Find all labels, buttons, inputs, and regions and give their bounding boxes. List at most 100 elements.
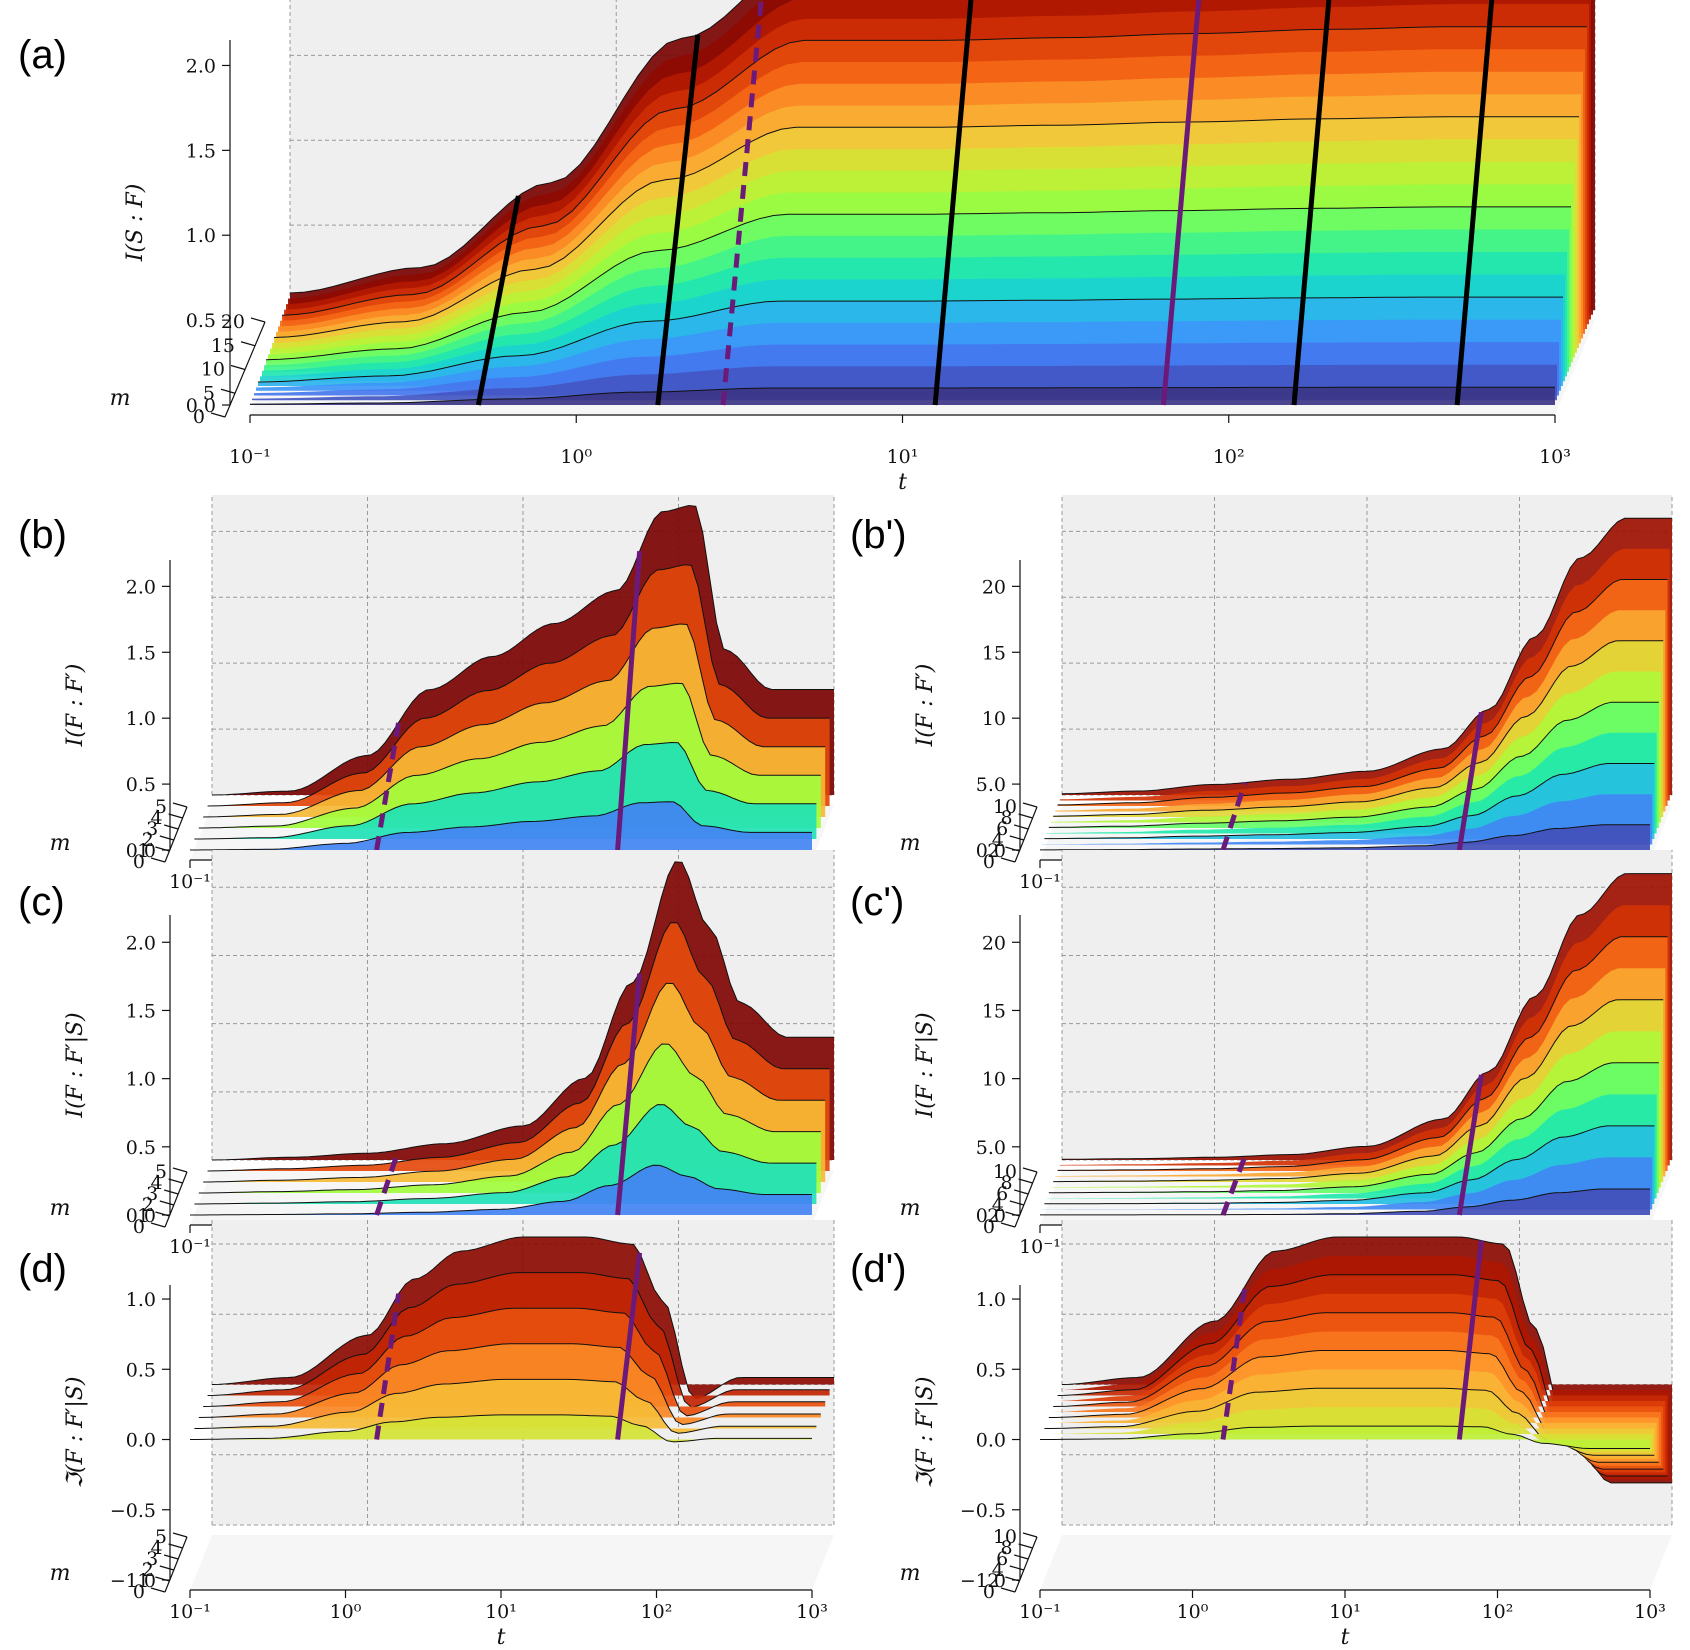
surface-contour-line — [1053, 640, 1664, 817]
surface-slice — [1040, 1426, 1650, 1449]
z-tick-label: 0.5 — [126, 1137, 156, 1159]
m-tick-mark — [172, 1167, 188, 1173]
m-tick-mark — [164, 1189, 179, 1195]
z-tick-label: 10 — [982, 708, 1006, 730]
m-tick-label: 0 — [193, 406, 205, 428]
surface-contour-line — [1044, 763, 1655, 840]
z-axis-label: I(F : F′) — [913, 664, 938, 748]
floor-pane — [190, 1535, 834, 1590]
m-tick-mark — [1009, 1565, 1024, 1571]
surface-slice — [190, 801, 812, 850]
surface-contour-line — [1048, 1062, 1659, 1194]
surface-contour-line — [203, 1307, 826, 1417]
m-axis-label: m — [900, 1561, 921, 1586]
x-tick-label: 10⁰ — [330, 1601, 362, 1623]
m-tick-label: 3 — [146, 1183, 158, 1205]
m-tick-label: 0 — [983, 1581, 995, 1603]
m-axis-label: m — [50, 1196, 71, 1221]
m-axis-label: m — [50, 831, 71, 856]
m-tick-label: 6 — [996, 1183, 1008, 1205]
marker-line-black — [1291, 0, 1332, 406]
m-tick-mark — [150, 1222, 166, 1228]
m-tick-mark — [1005, 1576, 1020, 1582]
z-tick-label: 2.0 — [126, 576, 156, 598]
panel-label: (c') — [850, 880, 904, 924]
surface-contour-line — [281, 26, 1587, 316]
m-tick-label: 0 — [983, 851, 995, 873]
m-tick-mark — [172, 1532, 188, 1538]
x-tick-label: 10² — [1213, 446, 1245, 468]
m-tick-mark — [1000, 1587, 1016, 1593]
m-axis-label: m — [900, 831, 921, 856]
m-tick-mark — [1014, 1189, 1029, 1195]
z-tick-label: 20 — [982, 932, 1006, 954]
m-tick-mark — [230, 364, 246, 371]
marker-line-purple-dashed — [1220, 1285, 1248, 1440]
m-tick-mark — [1022, 802, 1038, 808]
surface-contour-line — [207, 922, 830, 1172]
marker-line-purple — [615, 1252, 643, 1440]
m-tick-mark — [1009, 1200, 1024, 1206]
z-tick-label: 0.0 — [976, 840, 1006, 862]
m-tick-mark — [155, 1211, 170, 1217]
m-tick-label: 2 — [987, 1570, 999, 1592]
marker-line-purple-dashed — [1220, 1155, 1248, 1216]
m-tick-label: 10 — [993, 1526, 1017, 1548]
m-tick-label: 5 — [155, 1161, 167, 1183]
m-tick-label: 1 — [137, 1570, 149, 1592]
panel-d2: −1.0 −0.5 0.0 0.5 1.0 ℑ(F : F′|S) 10⁻¹ 10⁰ 10¹ 10… — [850, 1220, 1673, 1650]
m-axis — [164, 1536, 188, 1593]
m-tick-label: 3 — [146, 818, 158, 840]
m-tick-mark — [1000, 857, 1016, 863]
x-axis-label: t — [1341, 1625, 1350, 1650]
m-tick-mark — [1005, 846, 1020, 852]
marker-line-purple-dashed — [720, 0, 764, 406]
x-tick-label: 10² — [1482, 1601, 1514, 1623]
m-tick-mark — [159, 1565, 174, 1571]
marker-line-black — [932, 0, 974, 406]
x-tick-label: 10⁻¹ — [169, 1236, 211, 1258]
surface-slice — [190, 1165, 812, 1215]
z-tick-label: 1.5 — [126, 642, 156, 664]
surface-contour-line — [273, 116, 1579, 338]
m-tick-mark — [155, 846, 170, 852]
z-axis-label: ℑ(F : F′|S) — [63, 1377, 88, 1489]
z-axis-label: ℑ(F : F′|S) — [913, 1377, 938, 1489]
z-tick-label: −1.0 — [110, 1570, 156, 1592]
z-tick-label: 0.0 — [126, 1205, 156, 1227]
m-tick-label: 3 — [146, 1548, 158, 1570]
m-tick-label: 15 — [211, 335, 235, 357]
surface-contour-line — [198, 1343, 821, 1426]
marker-line-black — [655, 34, 701, 406]
surface-slice — [194, 1379, 817, 1434]
m-tick-label: 2 — [142, 1559, 154, 1581]
surface-slice — [1040, 824, 1650, 850]
m-tick-label: 4 — [151, 1537, 163, 1559]
panel-d: −1.0 −0.5 0.0 0.5 1.0 ℑ(F : F′|S) 10⁻¹ 10⁰ 10¹ 10… — [18, 1220, 835, 1650]
x-tick-label: 10⁻¹ — [1019, 1601, 1061, 1623]
z-tick-label: 1.5 — [186, 140, 216, 162]
surface-slice — [250, 387, 1555, 405]
surface-contour-line — [1040, 824, 1650, 851]
x-tick-label: 10⁰ — [1177, 1601, 1209, 1623]
m-tick-mark — [250, 317, 266, 323]
m-axis-label: m — [900, 1196, 921, 1221]
marker-line-purple-dashed — [374, 1149, 401, 1216]
panel-b: 0.00.51.01.52.0I(F : F′)10⁻¹10⁰10¹10²10³… — [18, 495, 835, 920]
x-axis-label: t — [497, 1625, 506, 1650]
m-tick-label: 0 — [133, 851, 145, 873]
surface-contour-line — [198, 1043, 821, 1194]
panel-label: (d') — [850, 1247, 907, 1291]
surface-contour-line — [198, 682, 821, 829]
m-tick-mark — [172, 802, 188, 808]
m-tick-mark — [159, 1200, 174, 1206]
surface-contour-line — [1040, 1425, 1650, 1449]
m-tick-label: 6 — [996, 1548, 1008, 1570]
m-tick-mark — [1014, 1554, 1029, 1560]
m-tick-label: 0 — [133, 1581, 145, 1603]
z-tick-label: 1.0 — [186, 225, 216, 247]
m-tick-label: 5 — [203, 382, 215, 404]
marker-line-black — [475, 195, 521, 406]
